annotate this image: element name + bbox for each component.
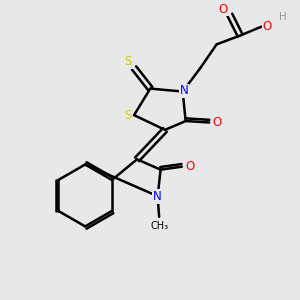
Text: N: N bbox=[153, 190, 162, 203]
Text: O: O bbox=[213, 116, 222, 129]
Text: S: S bbox=[124, 55, 132, 68]
Text: CH₃: CH₃ bbox=[150, 221, 168, 231]
Text: O: O bbox=[185, 160, 195, 173]
Text: O: O bbox=[263, 20, 272, 33]
Text: H: H bbox=[279, 12, 286, 22]
Text: S: S bbox=[124, 109, 131, 122]
Text: N: N bbox=[180, 84, 188, 98]
Text: O: O bbox=[219, 2, 228, 16]
